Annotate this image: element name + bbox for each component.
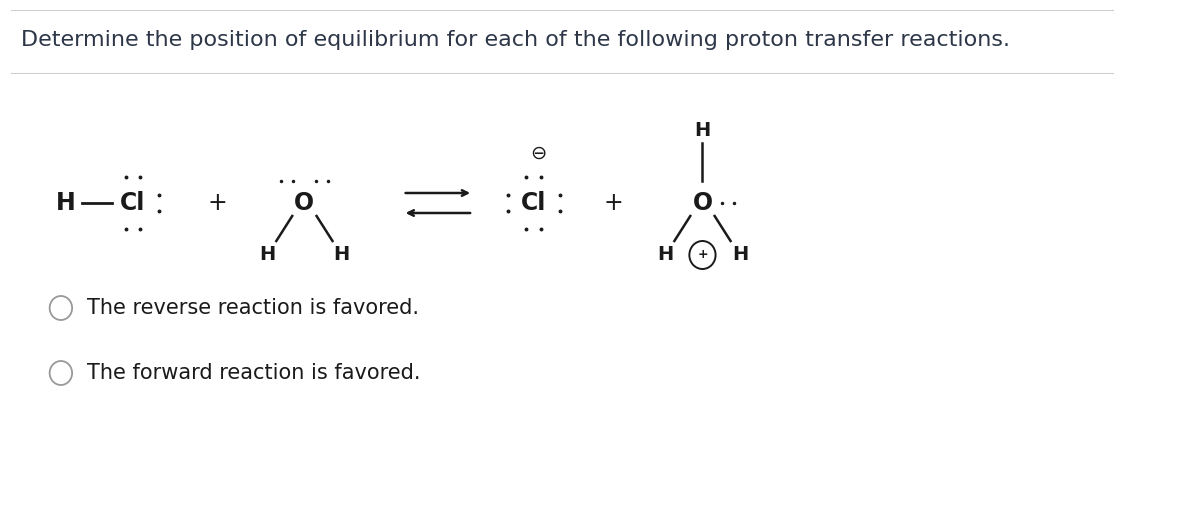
Text: Cl: Cl: [521, 191, 546, 215]
Text: The reverse reaction is favored.: The reverse reaction is favored.: [88, 298, 419, 318]
Text: O: O: [692, 191, 713, 215]
Text: +: +: [604, 191, 623, 215]
Text: Determine the position of equilibrium for each of the following proton transfer : Determine the position of equilibrium fo…: [20, 30, 1009, 50]
Text: H: H: [55, 191, 76, 215]
Text: H: H: [259, 246, 275, 265]
Text: +: +: [208, 191, 227, 215]
Text: O: O: [294, 191, 314, 215]
Text: +: +: [697, 249, 708, 261]
Text: ⊖: ⊖: [530, 144, 547, 163]
Text: H: H: [695, 121, 710, 140]
Text: The forward reaction is favored.: The forward reaction is favored.: [88, 363, 421, 383]
Text: H: H: [732, 246, 748, 265]
Text: H: H: [334, 246, 350, 265]
Text: Cl: Cl: [120, 191, 145, 215]
Text: H: H: [656, 246, 673, 265]
